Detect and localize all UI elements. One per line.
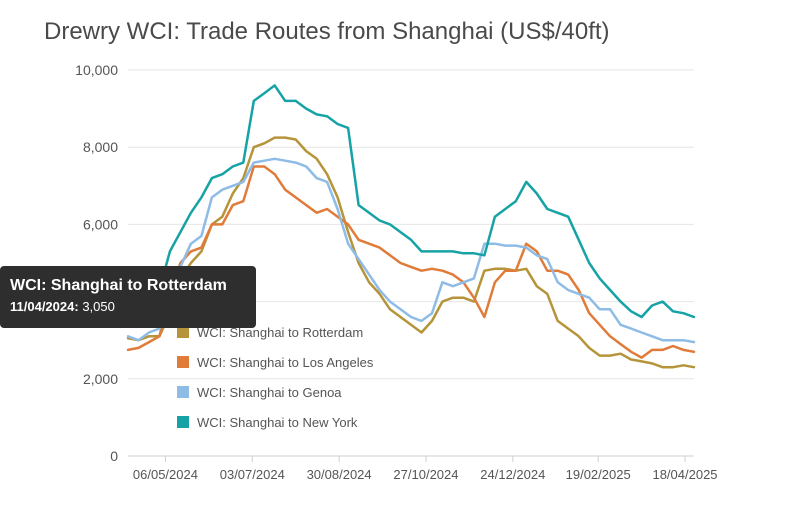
series-line — [126, 84, 696, 319]
legend-label: WCI: Shanghai to New York — [197, 415, 358, 430]
legend-swatch — [177, 356, 189, 368]
x-tick-label: 27/10/2024 — [393, 467, 458, 482]
legend-label: WCI: Shanghai to Rotterdam — [197, 325, 363, 340]
legend: WCI: Shanghai to Rotterdam WCI: Shanghai … — [177, 325, 374, 430]
chart-title: Drewry WCI: Trade Routes from Shanghai (… — [44, 18, 610, 45]
legend-label: WCI: Shanghai to Los Angeles — [197, 355, 374, 370]
x-tick-label: 24/12/2024 — [480, 467, 545, 482]
tooltip-date: 11/04/2024: — [10, 299, 79, 314]
series-line — [126, 136, 696, 369]
tooltip-row: 11/04/2024: 3,050 — [10, 299, 256, 314]
legend-swatch — [177, 326, 189, 338]
y-tick-label: 2,000 — [83, 371, 118, 387]
x-tick-label: 03/07/2024 — [220, 467, 285, 482]
series-line — [126, 165, 696, 359]
x-axis: 06/05/2024 03/07/2024 30/08/2024 27/10/2024… — [133, 456, 718, 482]
legend-label: WCI: Shanghai to Genoa — [197, 385, 342, 400]
tooltip-title: WCI: Shanghai to Rotterdam — [10, 277, 227, 294]
y-tick-label: 0 — [110, 448, 118, 464]
series-lines — [126, 84, 696, 369]
x-tick-label: 18/04/2025 — [652, 467, 717, 482]
y-tick-label: 8,000 — [83, 139, 118, 155]
series-line — [126, 157, 696, 344]
tooltip-value: 3,050 — [82, 299, 115, 314]
y-tick-label: 10,000 — [75, 62, 118, 78]
y-tick-label: 6,000 — [83, 216, 118, 232]
data-tooltip: WCI: Shanghai to Rotterdam 11/04/2024: 3… — [0, 266, 256, 328]
x-tick-label: 19/02/2025 — [566, 467, 631, 482]
legend-swatch — [177, 386, 189, 398]
y-axis: 0 2,000 6,000 8,000 10,000 — [75, 62, 118, 464]
x-tick-label: 06/05/2024 — [133, 467, 198, 482]
x-tick-label: 30/08/2024 — [307, 467, 372, 482]
legend-swatch — [177, 416, 189, 428]
